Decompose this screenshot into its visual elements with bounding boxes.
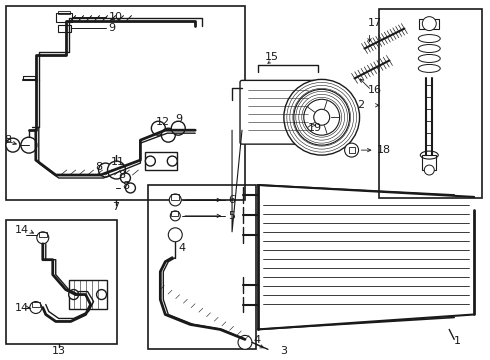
Text: 12: 12 xyxy=(155,117,170,127)
Text: 9: 9 xyxy=(175,114,182,124)
Circle shape xyxy=(30,302,42,314)
Circle shape xyxy=(314,109,330,125)
Text: 16: 16 xyxy=(368,85,382,95)
Circle shape xyxy=(304,99,340,135)
Text: 9: 9 xyxy=(108,23,116,33)
Ellipse shape xyxy=(418,35,440,42)
Circle shape xyxy=(97,289,106,300)
Circle shape xyxy=(294,89,349,145)
Text: 14: 14 xyxy=(15,225,29,235)
Circle shape xyxy=(146,156,155,166)
Bar xyxy=(379,9,482,198)
Bar xyxy=(348,147,355,153)
Bar xyxy=(69,280,106,310)
Circle shape xyxy=(98,163,113,177)
Text: 10: 10 xyxy=(108,12,122,22)
Ellipse shape xyxy=(420,151,438,159)
Bar xyxy=(56,13,72,22)
Circle shape xyxy=(21,137,37,153)
Text: 4: 4 xyxy=(178,243,185,253)
Bar xyxy=(6,220,118,345)
Text: 2: 2 xyxy=(357,100,365,110)
Circle shape xyxy=(344,143,359,157)
Text: 8: 8 xyxy=(4,135,11,145)
Circle shape xyxy=(121,173,130,183)
Circle shape xyxy=(424,165,434,175)
Text: 14: 14 xyxy=(15,302,29,312)
Text: 11: 11 xyxy=(111,157,124,167)
Bar xyxy=(422,155,436,170)
Text: 3: 3 xyxy=(280,346,287,356)
Circle shape xyxy=(125,183,135,193)
Text: 17: 17 xyxy=(368,18,382,28)
FancyBboxPatch shape xyxy=(240,80,316,144)
Text: 8: 8 xyxy=(96,162,103,172)
Bar xyxy=(6,6,245,200)
Text: 8: 8 xyxy=(122,181,129,191)
Text: 5: 5 xyxy=(228,211,235,221)
Text: 19: 19 xyxy=(308,123,322,133)
Text: 15: 15 xyxy=(265,53,279,63)
Circle shape xyxy=(6,138,20,152)
Ellipse shape xyxy=(418,45,440,53)
Bar xyxy=(419,19,439,28)
Circle shape xyxy=(37,232,49,244)
Bar xyxy=(58,11,70,14)
Text: 18: 18 xyxy=(376,145,391,155)
Circle shape xyxy=(69,289,78,300)
Circle shape xyxy=(172,121,185,135)
Text: 4: 4 xyxy=(253,336,260,345)
Text: 6: 6 xyxy=(228,195,235,205)
Text: 8: 8 xyxy=(119,170,125,180)
Text: 7: 7 xyxy=(112,202,119,212)
Circle shape xyxy=(168,228,182,242)
Bar xyxy=(32,302,40,306)
Ellipse shape xyxy=(418,64,440,72)
Bar xyxy=(58,24,71,32)
Circle shape xyxy=(238,336,252,349)
Circle shape xyxy=(169,194,181,206)
Bar xyxy=(148,185,256,349)
Text: 13: 13 xyxy=(52,346,66,356)
Bar xyxy=(146,152,177,170)
Ellipse shape xyxy=(418,54,440,62)
Bar xyxy=(172,194,179,200)
Bar xyxy=(39,232,47,237)
Circle shape xyxy=(284,80,360,155)
Circle shape xyxy=(151,121,165,135)
Circle shape xyxy=(171,211,180,221)
Text: 1: 1 xyxy=(454,336,461,346)
Circle shape xyxy=(167,156,177,166)
Circle shape xyxy=(161,128,175,142)
Bar xyxy=(172,211,178,216)
Circle shape xyxy=(107,161,125,179)
Circle shape xyxy=(422,17,436,31)
